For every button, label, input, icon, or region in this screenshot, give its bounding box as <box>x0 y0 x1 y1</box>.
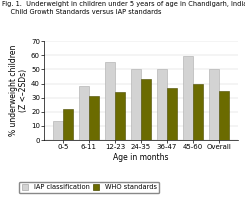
Bar <box>105 62 115 140</box>
Bar <box>53 121 63 140</box>
Bar <box>183 56 193 140</box>
Bar <box>141 79 151 140</box>
Text: Child Growth Standards versus IAP standards: Child Growth Standards versus IAP standa… <box>2 9 162 15</box>
Bar <box>89 96 99 140</box>
X-axis label: Age in months: Age in months <box>113 153 169 162</box>
Bar <box>167 88 177 140</box>
Bar <box>157 69 167 140</box>
Y-axis label: % underweight children
(Z <–2SDs): % underweight children (Z <–2SDs) <box>9 45 28 136</box>
Text: Fig. 1.  Underweight in children under 5 years of age in Chandigarh, India, usin: Fig. 1. Underweight in children under 5 … <box>2 1 245 7</box>
Bar <box>193 84 203 140</box>
Bar <box>115 92 125 140</box>
Legend: IAP classification, WHO standards: IAP classification, WHO standards <box>19 182 159 193</box>
Bar <box>209 69 219 140</box>
Bar <box>219 91 229 140</box>
Bar <box>131 69 141 140</box>
Bar <box>79 86 89 140</box>
Bar <box>63 109 73 140</box>
